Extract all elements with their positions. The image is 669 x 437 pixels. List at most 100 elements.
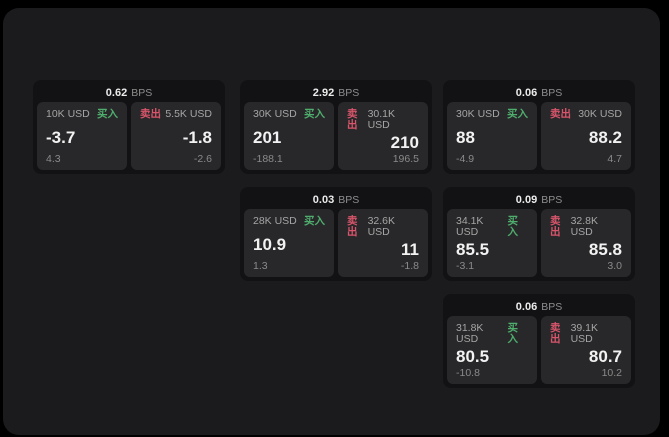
sell-side-tag: 卖出: [550, 322, 561, 345]
sell-price-value: 210: [390, 132, 419, 152]
quote-tiles: 34.1K USD 买入 85.5 -3.1 卖出 32.8K USD 85.8…: [447, 209, 631, 277]
sell-change-value: 196.5: [392, 152, 419, 165]
buy-quote-tile[interactable]: 31.8K USD 买入 80.5 -10.8: [447, 316, 537, 384]
quote-card: 0.09 BPS 34.1K USD 买入 85.5 -3.1 卖出 32.8K…: [443, 187, 635, 281]
quotes-panel: 0.62 BPS 10K USD 买入 -3.7 4.3 卖出 5.5K USD…: [3, 8, 660, 435]
buy-price-value: 201: [253, 127, 282, 147]
buy-side-tag: 买入: [507, 322, 518, 345]
buy-price-value: 10.9: [253, 234, 287, 254]
spread-bps-value: 0.06: [515, 86, 538, 99]
buy-size-label: 10K USD: [46, 108, 90, 120]
sell-price-value: 11: [401, 239, 419, 259]
buy-price-value: 88: [456, 127, 475, 147]
sell-price-value: -1.8: [182, 127, 212, 147]
buy-change-value: -10.8: [456, 366, 480, 379]
sell-size-label: 5.5K USD: [165, 108, 212, 120]
sell-change-value: -2.6: [193, 152, 212, 165]
sell-change-value: 3.0: [607, 259, 622, 272]
sell-tile-header: 卖出 32.8K USD: [550, 216, 622, 237]
sell-size-label: 32.6K USD: [367, 215, 396, 238]
buy-change-value: -3.1: [456, 259, 475, 272]
buy-size-label: 31.8K USD: [456, 322, 484, 345]
card-header-spread: 0.62 BPS: [37, 83, 221, 102]
buy-tile-header: 34.1K USD 买入: [456, 216, 528, 237]
quote-tiles: 30K USD 买入 88 -4.9 卖出 30K USD 88.2 4.7: [447, 102, 631, 170]
quote-tiles: 28K USD 买入 10.9 1.3 卖出 32.6K USD 11 -1.8: [244, 209, 428, 277]
sell-price-value: 80.7: [588, 346, 622, 366]
spread-bps-unit: BPS: [541, 300, 563, 313]
buy-side-tag: 买入: [507, 108, 528, 120]
buy-price-value: 85.5: [456, 239, 490, 259]
buy-size-label: 34.1K USD: [456, 215, 484, 238]
card-header-spread: 0.06 BPS: [447, 297, 631, 316]
quote-tiles: 30K USD 买入 201 -188.1 卖出 30.1K USD 210 1…: [244, 102, 428, 170]
quote-card: 0.62 BPS 10K USD 买入 -3.7 4.3 卖出 5.5K USD…: [33, 80, 225, 174]
quote-tiles: 31.8K USD 买入 80.5 -10.8 卖出 39.1K USD 80.…: [447, 316, 631, 384]
spread-bps-unit: BPS: [131, 86, 153, 99]
sell-tile-header: 卖出 5.5K USD: [140, 109, 212, 120]
spread-bps-value: 0.03: [312, 193, 335, 206]
spread-bps-value: 0.06: [515, 300, 538, 313]
buy-size-label: 30K USD: [253, 108, 297, 120]
sell-price-value: 85.8: [588, 239, 622, 259]
buy-change-value: -188.1: [253, 152, 283, 165]
sell-tile-header: 卖出 30K USD: [550, 109, 622, 120]
sell-size-label: 32.8K USD: [570, 215, 599, 238]
sell-size-label: 30K USD: [578, 108, 622, 120]
quote-card: 0.06 BPS 31.8K USD 买入 80.5 -10.8 卖出 39.1…: [443, 294, 635, 388]
buy-side-tag: 买入: [304, 215, 325, 227]
buy-quote-tile[interactable]: 30K USD 买入 88 -4.9: [447, 102, 537, 170]
sell-size-label: 39.1K USD: [570, 322, 599, 345]
spread-bps-value: 0.09: [515, 193, 538, 206]
spread-bps-unit: BPS: [338, 86, 360, 99]
sell-tile-header: 卖出 30.1K USD: [347, 109, 419, 130]
sell-quote-tile[interactable]: 卖出 32.8K USD 85.8 3.0: [541, 209, 631, 277]
buy-tile-header: 30K USD 买入: [253, 109, 325, 120]
sell-change-value: 10.2: [601, 366, 622, 379]
buy-tile-header: 30K USD 买入: [456, 109, 528, 120]
card-header-spread: 0.06 BPS: [447, 83, 631, 102]
buy-tile-header: 31.8K USD 买入: [456, 323, 528, 344]
sell-side-tag: 卖出: [347, 108, 358, 131]
buy-side-tag: 买入: [97, 108, 118, 120]
sell-change-value: 4.7: [607, 152, 622, 165]
buy-change-value: -4.9: [456, 152, 475, 165]
sell-side-tag: 卖出: [550, 108, 571, 120]
buy-size-label: 30K USD: [456, 108, 500, 120]
sell-quote-tile[interactable]: 卖出 5.5K USD -1.8 -2.6: [131, 102, 221, 170]
buy-quote-tile[interactable]: 34.1K USD 买入 85.5 -3.1: [447, 209, 537, 277]
sell-quote-tile[interactable]: 卖出 32.6K USD 11 -1.8: [338, 209, 428, 277]
buy-change-value: 4.3: [46, 152, 61, 165]
buy-tile-header: 28K USD 买入: [253, 216, 325, 227]
spread-bps-unit: BPS: [338, 193, 360, 206]
sell-tile-header: 卖出 39.1K USD: [550, 323, 622, 344]
quote-tiles: 10K USD 买入 -3.7 4.3 卖出 5.5K USD -1.8 -2.…: [37, 102, 221, 170]
buy-quote-tile[interactable]: 28K USD 买入 10.9 1.3: [244, 209, 334, 277]
spread-bps-value: 0.62: [105, 86, 128, 99]
card-header-spread: 0.09 BPS: [447, 190, 631, 209]
buy-quote-tile[interactable]: 30K USD 买入 201 -188.1: [244, 102, 334, 170]
buy-tile-header: 10K USD 买入: [46, 109, 118, 120]
sell-side-tag: 卖出: [550, 215, 561, 238]
buy-price-value: 80.5: [456, 346, 490, 366]
card-header-spread: 0.03 BPS: [244, 190, 428, 209]
buy-side-tag: 买入: [507, 215, 518, 238]
sell-price-value: 88.2: [588, 127, 622, 147]
buy-price-value: -3.7: [46, 127, 76, 147]
buy-side-tag: 买入: [304, 108, 325, 120]
buy-quote-tile[interactable]: 10K USD 买入 -3.7 4.3: [37, 102, 127, 170]
buy-change-value: 1.3: [253, 259, 268, 272]
quote-card: 2.92 BPS 30K USD 买入 201 -188.1 卖出 30.1K …: [240, 80, 432, 174]
spread-bps-unit: BPS: [541, 86, 563, 99]
sell-quote-tile[interactable]: 卖出 30K USD 88.2 4.7: [541, 102, 631, 170]
sell-tile-header: 卖出 32.6K USD: [347, 216, 419, 237]
buy-size-label: 28K USD: [253, 215, 297, 227]
sell-side-tag: 卖出: [347, 215, 358, 238]
sell-quote-tile[interactable]: 卖出 39.1K USD 80.7 10.2: [541, 316, 631, 384]
sell-change-value: -1.8: [400, 259, 419, 272]
sell-size-label: 30.1K USD: [367, 108, 396, 131]
quote-card: 0.03 BPS 28K USD 买入 10.9 1.3 卖出 32.6K US…: [240, 187, 432, 281]
spread-bps-unit: BPS: [541, 193, 563, 206]
card-header-spread: 2.92 BPS: [244, 83, 428, 102]
sell-quote-tile[interactable]: 卖出 30.1K USD 210 196.5: [338, 102, 428, 170]
